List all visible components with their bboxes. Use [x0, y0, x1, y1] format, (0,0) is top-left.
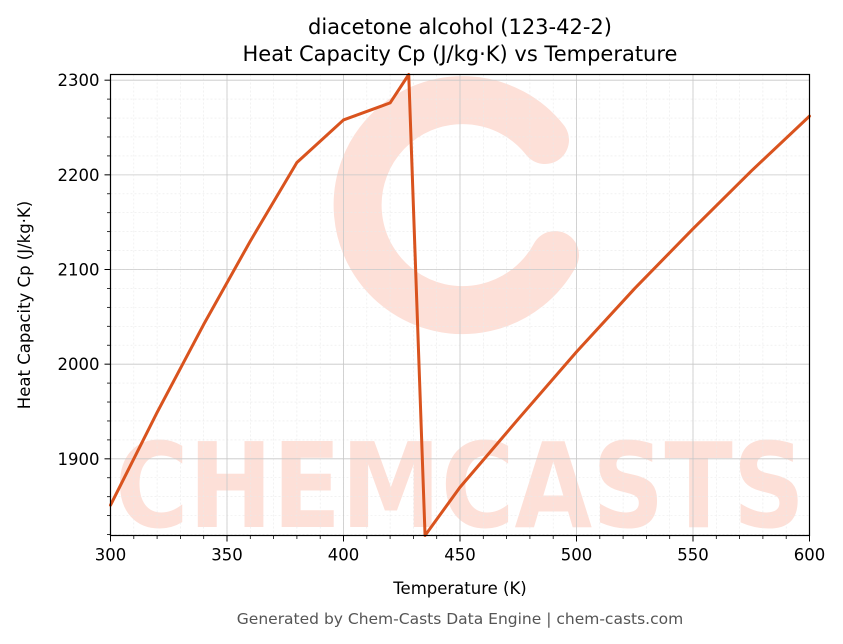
x-tick-label: 450 [444, 546, 476, 565]
y-tick-label: 2100 [58, 261, 100, 280]
x-tick-label: 600 [794, 546, 826, 565]
y-axis-label: Heat Capacity Cp (J/kg·K) [15, 201, 34, 409]
y-tick-label: 2000 [58, 355, 100, 374]
series-layer [109, 73, 811, 537]
chart-title-line1: diacetone alcohol (123-42-2) [308, 15, 612, 39]
x-axis-label: Temperature (K) [392, 579, 526, 598]
x-tick-label: 550 [677, 546, 709, 565]
y-tick-label: 2200 [58, 166, 100, 185]
y-tick-label: 1900 [58, 450, 100, 469]
footer-credit: Generated by Chem-Casts Data Engine | ch… [237, 610, 683, 628]
x-tick-label: 350 [211, 546, 243, 565]
series-line [109, 73, 811, 537]
watermark-logo-arc [333, 76, 579, 335]
chart-title-line2: Heat Capacity Cp (J/kg·K) vs Temperature [243, 42, 678, 66]
x-tick-label: 500 [561, 546, 593, 565]
y-tick-label: 2300 [58, 71, 100, 90]
x-tick-label: 400 [328, 546, 360, 565]
x-axis-ticks: 300 350 400 450 500 550 600 [95, 535, 826, 565]
x-tick-label: 300 [95, 546, 127, 565]
y-axis-ticks: 1900 2000 2100 2200 2300 [58, 71, 111, 535]
